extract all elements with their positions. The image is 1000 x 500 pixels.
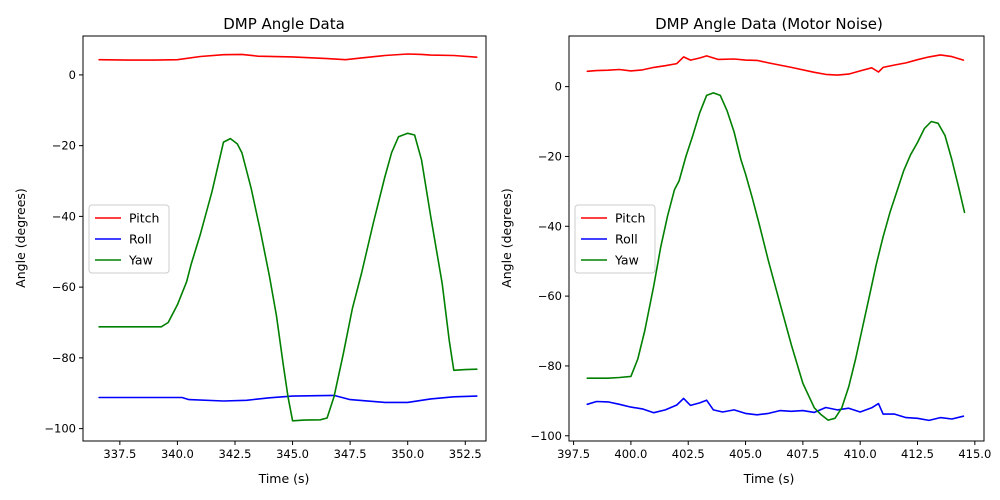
chart-2-legend-box bbox=[574, 204, 656, 274]
chart-2-y-axis-label: Angle (degrees) bbox=[499, 188, 514, 288]
chart-1-legend: Pitch Roll Yaw bbox=[88, 204, 170, 274]
chart-2-x-tick-label: 397.5 bbox=[557, 447, 590, 461]
chart-2-y-tick-label: −20 bbox=[538, 149, 562, 163]
chart-1-y-tick-label: −100 bbox=[44, 422, 76, 436]
chart-1-x-tick-label: 337.5 bbox=[103, 447, 136, 461]
chart-1-x-axis-label: Time (s) bbox=[258, 471, 310, 486]
chart-2-y-tick-label: −100 bbox=[530, 429, 562, 443]
chart-2-x-tick-label: 400.0 bbox=[614, 447, 647, 461]
chart-1-series-yaw-line bbox=[98, 132, 478, 422]
chart-1-x-tick-label: 345.0 bbox=[276, 447, 309, 461]
chart-1-series-roll-line bbox=[98, 394, 478, 404]
chart-1-y-tick-label: 0 bbox=[69, 68, 76, 82]
chart-2-x-tick-label: 407.5 bbox=[786, 447, 819, 461]
chart-1-series-pitch-line bbox=[98, 53, 478, 61]
chart-1-plot-area bbox=[98, 53, 478, 422]
chart-2-y-tick-label: −40 bbox=[538, 219, 562, 233]
chart-2-y-tick-label: −60 bbox=[538, 289, 562, 303]
chart-1: DMP Angle Data 0 −20 −40 −60 −80 −100 337.5 34… bbox=[13, 15, 487, 486]
chart-1-x-axis: 337.5 340.0 342.5 345.0 347.5 350.0 352.5 bbox=[103, 441, 482, 461]
chart-2-x-axis: 397.5 400.0 402.5 405.0 407.5 410.0 412.5 415.0 bbox=[557, 441, 991, 461]
chart-1-y-axis-label: Angle (degrees) bbox=[13, 188, 28, 288]
chart-1-legend-label-roll: Roll bbox=[129, 232, 152, 247]
chart-2-legend-label-roll: Roll bbox=[615, 232, 638, 247]
chart-2-x-tick-label: 402.5 bbox=[672, 447, 705, 461]
chart-1-y-tick-label: −80 bbox=[52, 351, 76, 365]
chart-1-x-tick-label: 352.5 bbox=[449, 447, 482, 461]
chart-2-series-roll-line bbox=[586, 397, 965, 422]
chart-2-y-tick-label: −80 bbox=[538, 359, 562, 373]
chart-2: DMP Angle Data (Motor Noise) 0 −20 −40 −60 −… bbox=[499, 15, 991, 486]
chart-1-title: DMP Angle Data bbox=[223, 15, 345, 33]
chart-2-legend-label-pitch: Pitch bbox=[615, 211, 645, 226]
chart-2-y-axis: 0 −20 −40 −60 −80 −100 bbox=[530, 80, 569, 443]
chart-1-x-tick-label: 350.0 bbox=[391, 447, 424, 461]
chart-2-legend: Pitch Roll Yaw bbox=[574, 204, 656, 274]
chart-2-axes-frame bbox=[568, 35, 985, 442]
chart-1-y-axis: 0 −20 −40 −60 −80 −100 bbox=[44, 68, 83, 436]
chart-2-series-pitch-line bbox=[586, 54, 965, 76]
chart-2-title: DMP Angle Data (Motor Noise) bbox=[655, 15, 883, 33]
chart-1-x-tick-label: 340.0 bbox=[161, 447, 194, 461]
chart-2-series-yaw-line bbox=[586, 92, 966, 421]
chart-2-x-axis-label: Time (s) bbox=[743, 471, 795, 486]
chart-2-x-tick-label: 405.0 bbox=[729, 447, 762, 461]
chart-1-legend-label-pitch: Pitch bbox=[129, 211, 159, 226]
chart-1-legend-box bbox=[88, 204, 170, 274]
chart-2-x-tick-label: 415.0 bbox=[958, 447, 991, 461]
chart-2-y-tick-label: 0 bbox=[555, 80, 562, 94]
chart-1-y-tick-label: −40 bbox=[52, 209, 76, 223]
chart-1-x-tick-label: 347.5 bbox=[334, 447, 367, 461]
chart-2-plot-area bbox=[586, 54, 966, 422]
chart-1-x-tick-label: 342.5 bbox=[219, 447, 252, 461]
chart-2-x-tick-label: 412.5 bbox=[901, 447, 934, 461]
chart-2-x-tick-label: 410.0 bbox=[844, 447, 877, 461]
chart-2-legend-label-yaw: Yaw bbox=[614, 253, 639, 268]
chart-1-legend-label-yaw: Yaw bbox=[128, 253, 153, 268]
chart-1-axes-frame bbox=[82, 35, 487, 442]
chart-1-y-tick-label: −20 bbox=[52, 139, 76, 153]
chart-1-y-tick-label: −60 bbox=[52, 280, 76, 294]
